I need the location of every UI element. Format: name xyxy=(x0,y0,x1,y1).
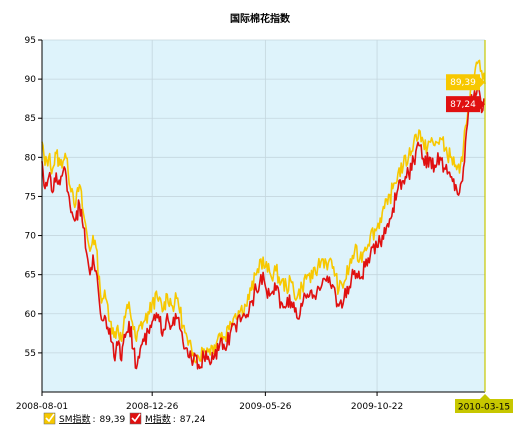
legend-separator: : xyxy=(92,415,95,425)
value-tag-box xyxy=(446,74,480,91)
legend-check-icon xyxy=(131,413,141,423)
legend: SM指数:89,39 M指数:87,24 xyxy=(43,412,206,425)
value-tag-pointer xyxy=(480,99,485,110)
value-tag-m-index: 87,24 xyxy=(446,96,485,113)
x-tick-labels: 2008-08-01 2008-12-26 2009-05-26 2009-10-22 xyxy=(16,402,403,412)
legend-check-icon xyxy=(45,413,55,423)
y-tick-label: 80 xyxy=(25,153,37,163)
y-tick-label: 90 xyxy=(25,75,37,85)
value-tag-pointer xyxy=(480,77,485,88)
value-tag-text: 87,24 xyxy=(450,100,476,110)
legend-value: 89,39 xyxy=(99,415,125,425)
grid-lines xyxy=(41,39,485,392)
series-lines xyxy=(41,59,486,370)
value-tag-text: 89,39 xyxy=(450,78,476,88)
series-m-index xyxy=(41,86,486,370)
chart-title: 国际棉花指数 xyxy=(230,12,291,25)
legend-checkbox[interactable] xyxy=(129,412,142,425)
value-tags: 89,39 87,24 xyxy=(446,74,485,113)
value-tag-box xyxy=(446,96,480,113)
y-tick-label: 60 xyxy=(25,310,37,320)
y-tick-label: 75 xyxy=(25,192,36,202)
series-line xyxy=(41,86,486,370)
series-sm-index xyxy=(41,59,486,364)
y-tick-label: 95 xyxy=(25,36,36,46)
legend-series-name[interactable]: SM指数 xyxy=(59,413,90,425)
y-tick-label: 85 xyxy=(25,114,36,124)
series-line xyxy=(41,59,486,364)
plot-area xyxy=(42,40,485,392)
crosshair-cursor[interactable]: 2010-03-15 xyxy=(455,40,513,413)
legend-separator: : xyxy=(173,415,176,425)
y-tick-labels: 55 60 65 70 75 80 85 90 95 xyxy=(25,36,37,359)
y-tick-label: 55 xyxy=(25,349,36,359)
legend-item-m-index[interactable]: M指数:87,24 xyxy=(129,412,206,425)
cursor-date-arrow[interactable] xyxy=(480,394,490,399)
legend-value: 87,24 xyxy=(180,415,206,425)
x-tick-label: 2008-12-26 xyxy=(126,402,179,412)
x-tick-label: 2008-08-01 xyxy=(16,402,68,412)
legend-series-name[interactable]: M指数 xyxy=(145,413,171,425)
cursor-date-label[interactable]: 2010-03-15 xyxy=(458,403,510,413)
legend-item-sm-index[interactable]: SM指数:89,39 xyxy=(43,412,126,425)
y-tick-label: 70 xyxy=(25,232,37,242)
axes xyxy=(38,39,485,396)
x-tick-label: 2009-05-26 xyxy=(239,402,292,412)
value-tag-sm-index: 89,39 xyxy=(446,74,485,91)
x-tick-label: 2009-10-22 xyxy=(351,402,403,412)
y-tick-label: 65 xyxy=(25,271,36,281)
cursor-date-tag[interactable] xyxy=(455,399,513,413)
legend-checkbox[interactable] xyxy=(43,412,56,425)
